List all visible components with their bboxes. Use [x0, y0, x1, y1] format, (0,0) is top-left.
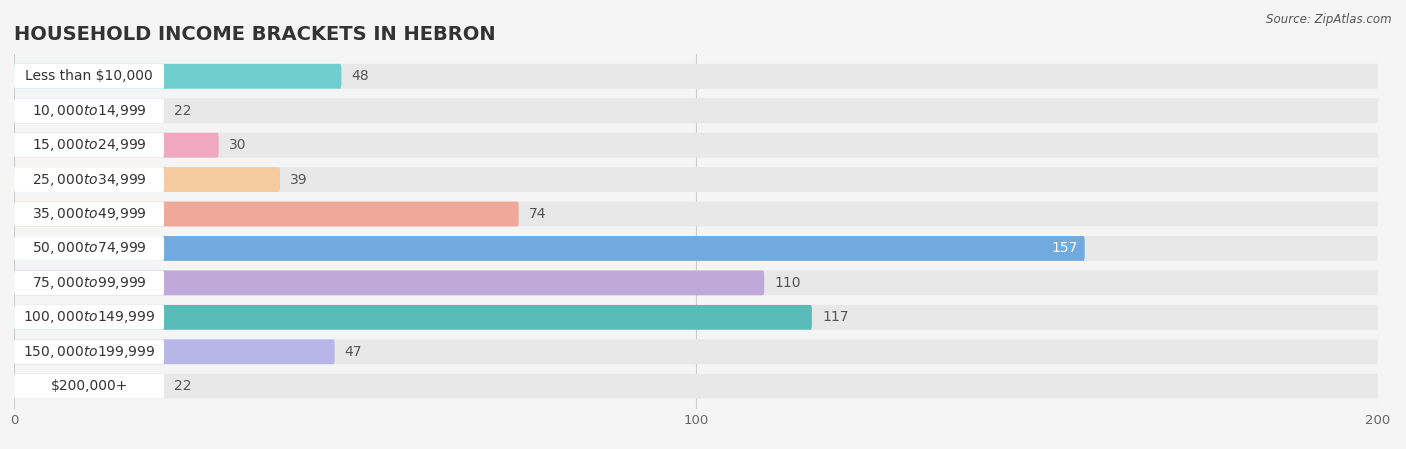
Text: 30: 30: [229, 138, 246, 152]
Text: $75,000 to $99,999: $75,000 to $99,999: [32, 275, 146, 291]
Text: 22: 22: [174, 379, 191, 393]
FancyBboxPatch shape: [14, 339, 335, 364]
FancyBboxPatch shape: [14, 133, 165, 158]
Text: 157: 157: [1052, 242, 1078, 255]
FancyBboxPatch shape: [14, 270, 165, 295]
Text: $15,000 to $24,999: $15,000 to $24,999: [32, 137, 146, 153]
FancyBboxPatch shape: [14, 98, 165, 123]
FancyBboxPatch shape: [14, 236, 165, 261]
Text: HOUSEHOLD INCOME BRACKETS IN HEBRON: HOUSEHOLD INCOME BRACKETS IN HEBRON: [14, 25, 496, 44]
FancyBboxPatch shape: [14, 305, 811, 330]
Text: Less than $10,000: Less than $10,000: [25, 69, 153, 83]
FancyBboxPatch shape: [14, 374, 165, 399]
FancyBboxPatch shape: [14, 236, 1084, 261]
Text: 22: 22: [174, 104, 191, 118]
FancyBboxPatch shape: [14, 305, 165, 330]
FancyBboxPatch shape: [14, 339, 1378, 364]
FancyBboxPatch shape: [14, 270, 1378, 295]
FancyBboxPatch shape: [14, 202, 165, 226]
FancyBboxPatch shape: [14, 167, 1378, 192]
FancyBboxPatch shape: [14, 305, 1378, 330]
Text: $10,000 to $14,999: $10,000 to $14,999: [32, 103, 146, 119]
FancyBboxPatch shape: [14, 64, 165, 88]
FancyBboxPatch shape: [14, 167, 165, 192]
FancyBboxPatch shape: [14, 64, 1378, 88]
Text: $35,000 to $49,999: $35,000 to $49,999: [32, 206, 146, 222]
FancyBboxPatch shape: [14, 98, 165, 123]
FancyBboxPatch shape: [14, 98, 1378, 123]
FancyBboxPatch shape: [14, 374, 165, 399]
Text: $25,000 to $34,999: $25,000 to $34,999: [32, 172, 146, 188]
Text: 110: 110: [775, 276, 801, 290]
FancyBboxPatch shape: [14, 374, 1378, 399]
FancyBboxPatch shape: [14, 270, 765, 295]
Text: 74: 74: [529, 207, 547, 221]
Text: 39: 39: [290, 172, 308, 187]
Text: 47: 47: [344, 345, 363, 359]
Text: $100,000 to $149,999: $100,000 to $149,999: [22, 309, 155, 326]
FancyBboxPatch shape: [14, 236, 1378, 261]
Text: $50,000 to $74,999: $50,000 to $74,999: [32, 241, 146, 256]
FancyBboxPatch shape: [14, 339, 165, 364]
Text: $150,000 to $199,999: $150,000 to $199,999: [22, 344, 155, 360]
FancyBboxPatch shape: [14, 133, 219, 158]
Text: $200,000+: $200,000+: [51, 379, 128, 393]
Text: 48: 48: [352, 69, 370, 83]
FancyBboxPatch shape: [14, 202, 519, 226]
FancyBboxPatch shape: [14, 167, 280, 192]
FancyBboxPatch shape: [14, 64, 342, 88]
Text: 117: 117: [823, 310, 849, 324]
FancyBboxPatch shape: [14, 133, 1378, 158]
Text: Source: ZipAtlas.com: Source: ZipAtlas.com: [1267, 13, 1392, 26]
FancyBboxPatch shape: [14, 202, 1378, 226]
